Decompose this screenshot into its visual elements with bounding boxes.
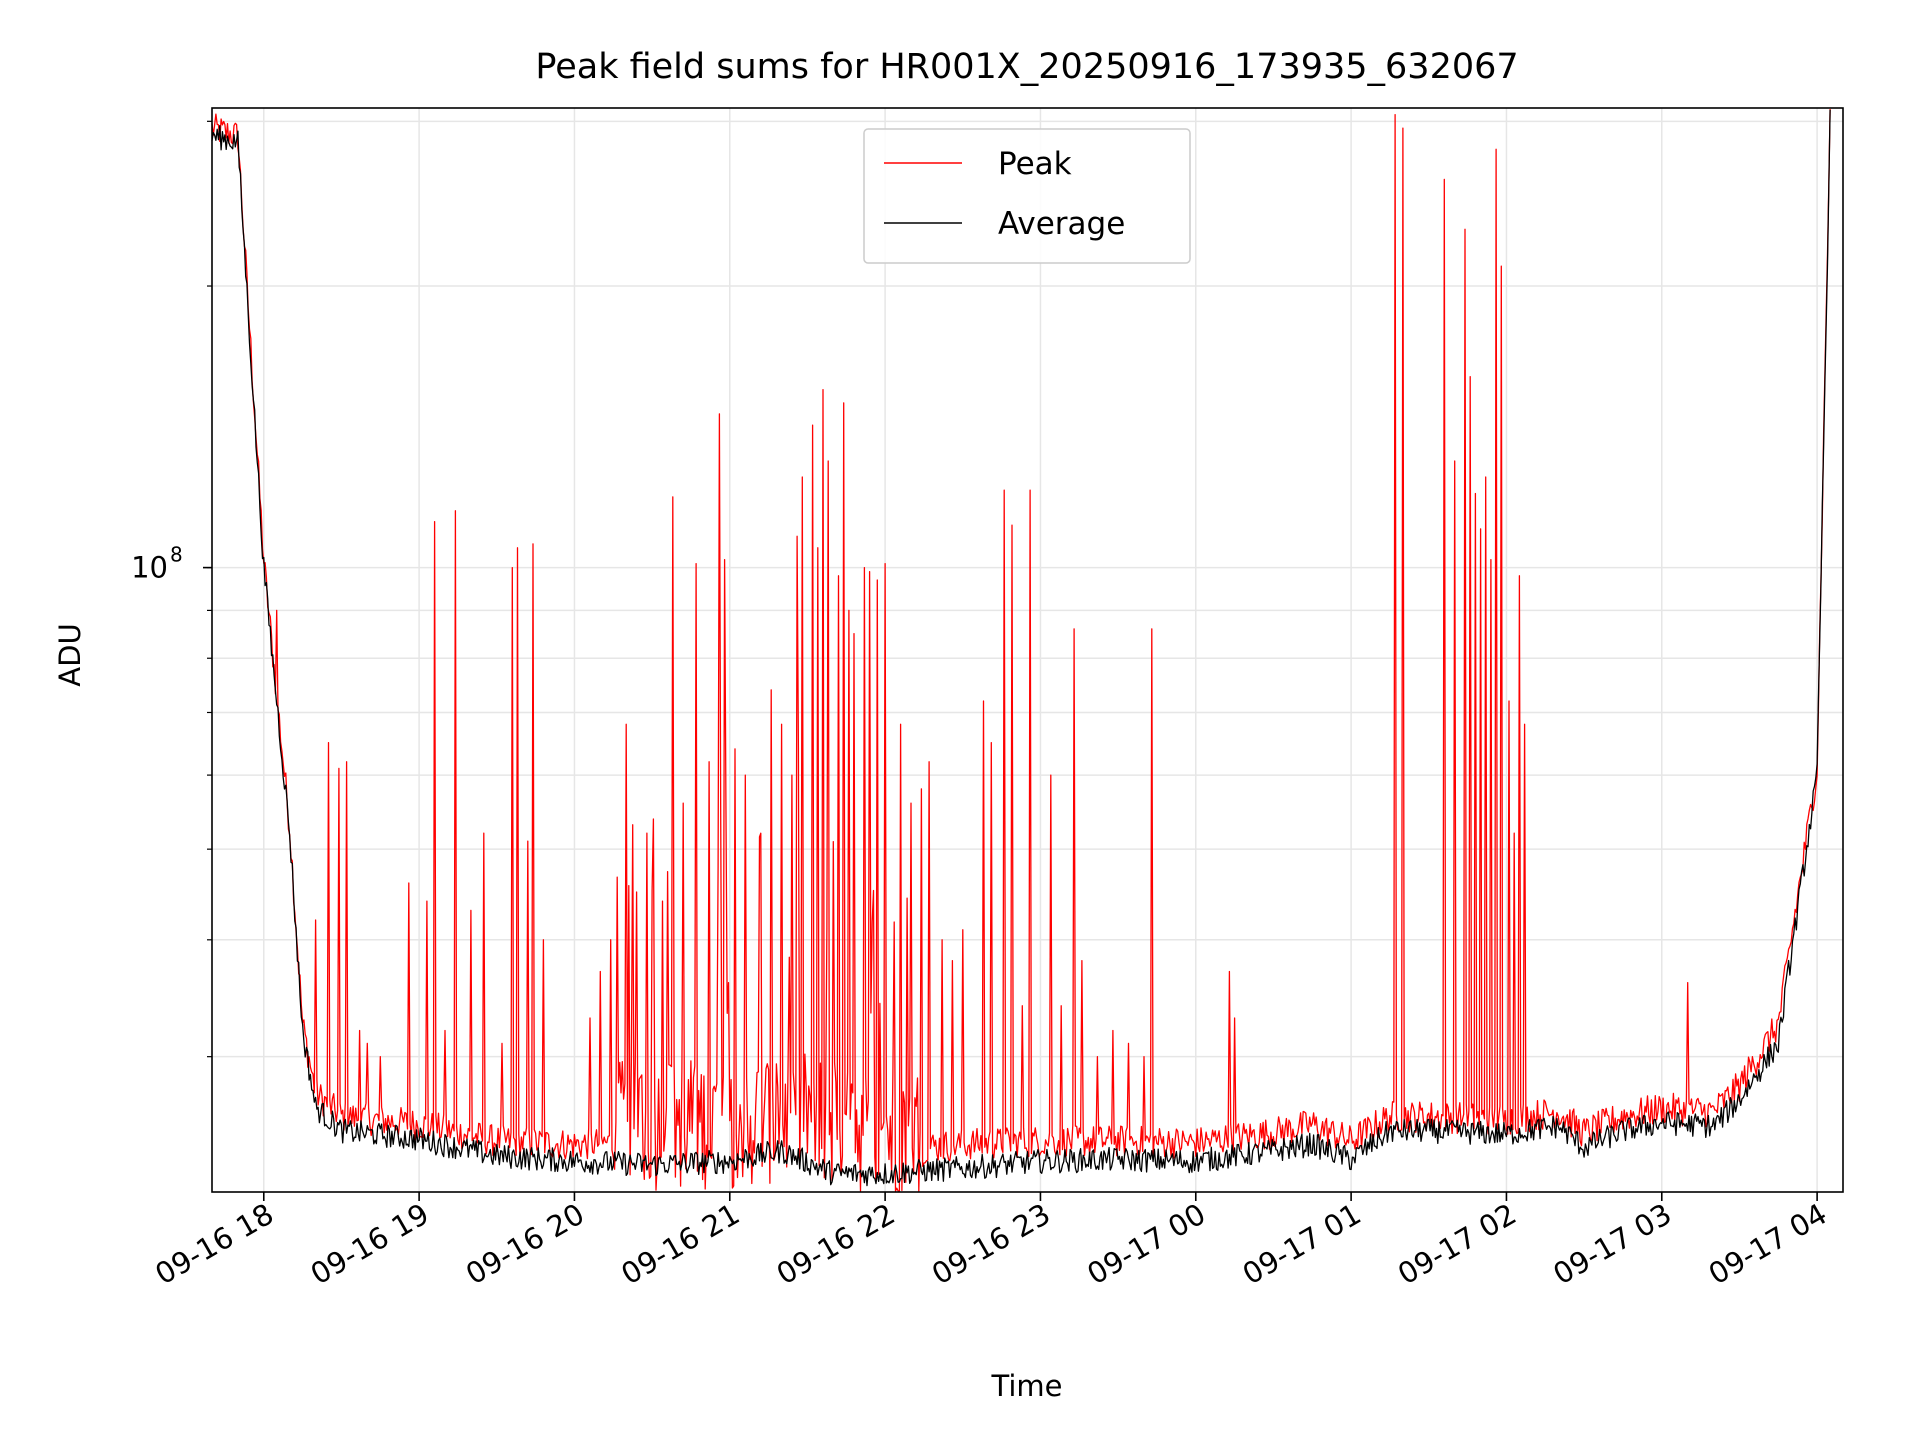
y-axis-ticks: 10 8	[131, 120, 212, 1058]
y-axis-label: ADU	[53, 623, 87, 686]
y-tick-exponent-0: 8	[170, 543, 183, 567]
chart-title: Peak field sums for HR001X_20250916_1739…	[535, 47, 1518, 87]
gridlines	[212, 108, 1843, 1192]
plot-series	[211, 108, 1831, 1192]
axes-frame	[211, 107, 1844, 1193]
legend-label-peak: Peak	[998, 146, 1072, 182]
y-tick-label-0: 10	[131, 551, 168, 585]
series-average-line	[211, 109, 1831, 1187]
legend-label-average: Average	[998, 206, 1125, 242]
series-peak-line	[211, 108, 1831, 1192]
x-axis-label: Time	[991, 1369, 1063, 1403]
legend: Peak Average	[863, 128, 1191, 264]
